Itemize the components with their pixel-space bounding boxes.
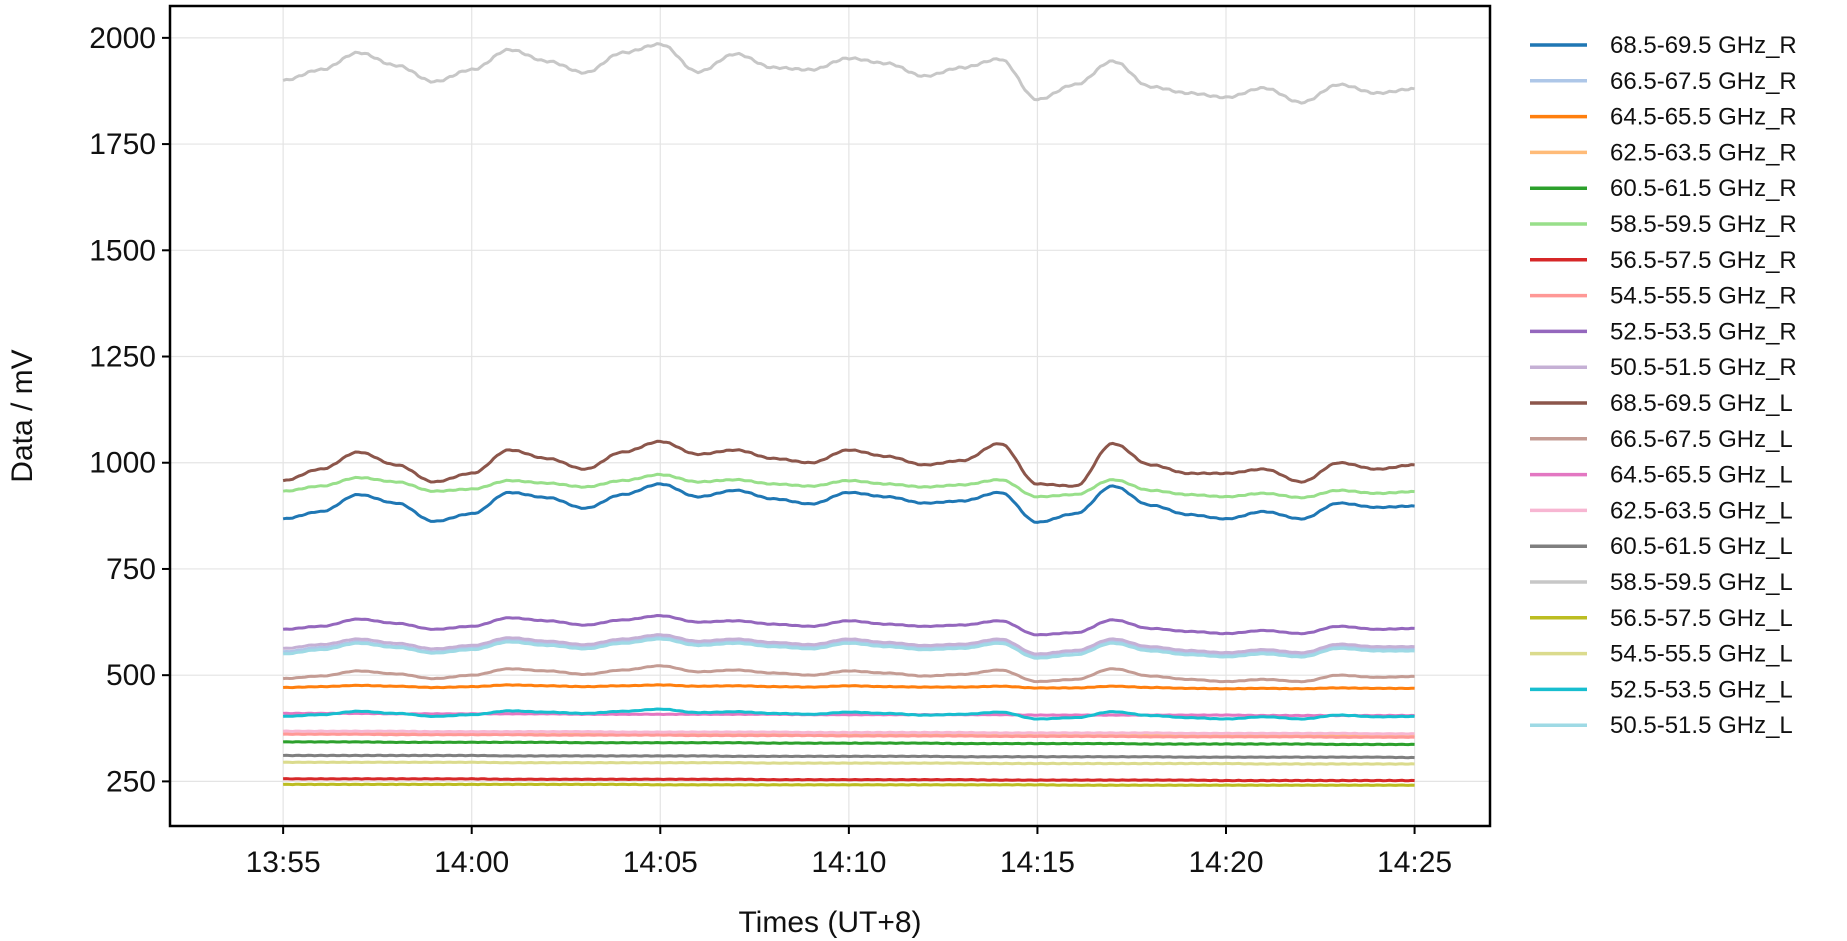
series-line <box>283 740 1415 747</box>
x-axis-label: Times (UT+8) <box>738 906 921 939</box>
series-line <box>282 439 1415 488</box>
series-line <box>282 633 1415 656</box>
x-tick-label: 14:05 <box>623 846 698 879</box>
y-tick-label: 1750 <box>89 128 156 161</box>
y-tick-label: 500 <box>106 659 156 692</box>
series-line <box>283 732 1415 739</box>
series-line <box>283 760 1415 766</box>
series-line <box>282 42 1415 105</box>
legend: 68.5-69.5 GHz_R 66.5-67.5 GHz_R 64.5-65.5 … <box>1530 32 1797 739</box>
legend-entry: 68.5-69.5 GHz_L <box>1610 390 1793 417</box>
series-line <box>282 614 1415 637</box>
series-line <box>282 637 1415 660</box>
plot-area-frame <box>168 4 1492 828</box>
grid-lines <box>170 6 1490 826</box>
series-line <box>282 729 1415 736</box>
y-axis-label: Data / mV <box>6 349 39 482</box>
legend-entry: 64.5-65.5 GHz_L <box>1610 462 1793 489</box>
y-tick-label: 1250 <box>89 341 156 374</box>
legend-entry: 60.5-61.5 GHz_R <box>1610 175 1797 202</box>
legend-entry: 54.5-55.5 GHz_L <box>1610 641 1793 668</box>
legend-entry: 50.5-51.5 GHz_R <box>1610 354 1797 381</box>
series-line <box>282 707 1415 721</box>
y-tick-label: 750 <box>106 553 156 586</box>
legend-entry: 64.5-65.5 GHz_R <box>1610 104 1797 131</box>
legend-entry: 62.5-63.5 GHz_R <box>1610 139 1797 166</box>
legend-entry: 56.5-57.5 GHz_R <box>1610 247 1797 274</box>
legend-entry: 58.5-59.5 GHz_L <box>1610 569 1793 596</box>
series-line <box>282 664 1415 684</box>
series-line <box>283 753 1415 760</box>
legend-entry: 50.5-51.5 GHz_L <box>1610 712 1793 739</box>
x-tick-label: 13:55 <box>246 846 321 879</box>
x-tick-label: 14:00 <box>434 846 509 879</box>
legend-entry: 56.5-57.5 GHz_L <box>1610 605 1793 632</box>
axis-ticks: 13:55 14:00 14:05 14:10 14:15 14:20 14:25 250 50… <box>89 22 1452 879</box>
legend-entry: 52.5-53.5 GHz_L <box>1610 676 1793 703</box>
x-tick-label: 14:20 <box>1188 846 1263 879</box>
series-lines <box>282 42 1415 787</box>
legend-entry: 58.5-59.5 GHz_R <box>1610 211 1797 238</box>
series-line <box>283 777 1415 783</box>
legend-entry: 60.5-61.5 GHz_L <box>1610 533 1793 560</box>
legend-entry: 52.5-53.5 GHz_R <box>1610 318 1797 345</box>
legend-entry: 62.5-63.5 GHz_L <box>1610 497 1793 524</box>
y-tick-label: 1000 <box>89 447 156 480</box>
legend-entry: 66.5-67.5 GHz_R <box>1610 68 1797 95</box>
series-line <box>283 683 1415 691</box>
legend-entry: 68.5-69.5 GHz_R <box>1610 32 1797 59</box>
x-tick-label: 14:10 <box>811 846 886 879</box>
legend-entry: 54.5-55.5 GHz_R <box>1610 283 1797 310</box>
y-tick-label: 2000 <box>89 22 156 55</box>
series-line <box>282 472 1415 500</box>
y-tick-label: 1500 <box>89 234 156 267</box>
x-tick-label: 14:25 <box>1377 846 1452 879</box>
series-line <box>283 782 1415 787</box>
series-line <box>282 482 1415 524</box>
x-tick-label: 14:15 <box>1000 846 1075 879</box>
legend-entry: 66.5-67.5 GHz_L <box>1610 426 1793 453</box>
y-tick-label: 250 <box>106 765 156 798</box>
series-line <box>282 635 1415 658</box>
